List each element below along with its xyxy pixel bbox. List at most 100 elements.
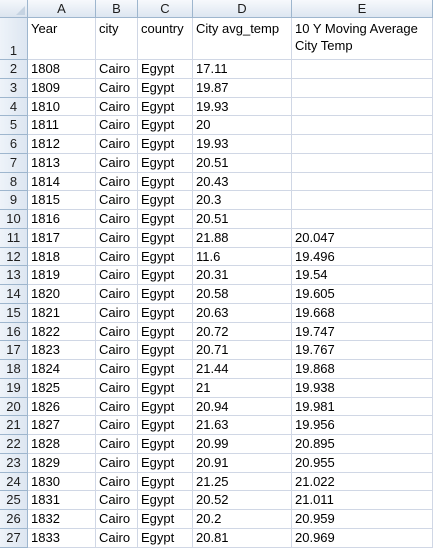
table-cell[interactable]: 1832: [28, 510, 96, 529]
table-cell[interactable]: 1811: [28, 116, 96, 135]
table-cell[interactable]: 20.99: [193, 435, 292, 454]
table-cell[interactable]: Cairo: [96, 60, 138, 79]
row-header[interactable]: 15: [0, 303, 28, 323]
table-cell[interactable]: Egypt: [138, 528, 193, 548]
table-cell[interactable]: Cairo: [96, 247, 138, 267]
table-cell[interactable]: Egypt: [138, 303, 193, 323]
table-cell[interactable]: Egypt: [138, 322, 193, 342]
table-cell[interactable]: 1812: [28, 135, 96, 154]
table-cell[interactable]: 19.938: [292, 378, 433, 398]
table-cell[interactable]: Cairo: [96, 172, 138, 192]
table-cell[interactable]: Cairo: [96, 191, 138, 210]
table-cell[interactable]: [292, 97, 433, 117]
table-cell[interactable]: Egypt: [138, 191, 193, 210]
table-cell[interactable]: 1808: [28, 60, 96, 79]
table-cell[interactable]: 1828: [28, 435, 96, 454]
row-header[interactable]: 10: [0, 210, 28, 229]
header-cell[interactable]: City avg_temp: [193, 18, 292, 60]
table-cell[interactable]: 19.956: [292, 416, 433, 435]
row-header[interactable]: 5: [0, 116, 28, 135]
table-cell[interactable]: 1818: [28, 247, 96, 267]
row-header[interactable]: 23: [0, 453, 28, 473]
table-cell[interactable]: 20.959: [292, 510, 433, 529]
table-cell[interactable]: 19.496: [292, 247, 433, 267]
column-header-e[interactable]: E: [292, 0, 433, 18]
table-cell[interactable]: 1809: [28, 78, 96, 98]
table-cell[interactable]: 1813: [28, 153, 96, 173]
select-all-button[interactable]: [0, 0, 28, 18]
table-cell[interactable]: 1822: [28, 322, 96, 342]
table-cell[interactable]: [292, 116, 433, 135]
table-cell[interactable]: Cairo: [96, 285, 138, 304]
table-cell[interactable]: [292, 210, 433, 229]
row-header[interactable]: 24: [0, 472, 28, 492]
table-cell[interactable]: 20.52: [193, 491, 292, 510]
table-cell[interactable]: Cairo: [96, 135, 138, 154]
table-cell[interactable]: Cairo: [96, 510, 138, 529]
table-cell[interactable]: 20.895: [292, 435, 433, 454]
table-cell[interactable]: [292, 153, 433, 173]
table-cell[interactable]: [292, 60, 433, 79]
table-cell[interactable]: 19.668: [292, 303, 433, 323]
table-cell[interactable]: 1814: [28, 172, 96, 192]
row-header[interactable]: 1: [0, 18, 28, 60]
table-cell[interactable]: 20.969: [292, 528, 433, 548]
table-cell[interactable]: 20.71: [193, 341, 292, 360]
table-cell[interactable]: 19.605: [292, 285, 433, 304]
row-header[interactable]: 27: [0, 528, 28, 548]
table-cell[interactable]: Egypt: [138, 153, 193, 173]
table-cell[interactable]: 20.3: [193, 191, 292, 210]
table-cell[interactable]: Egypt: [138, 78, 193, 98]
table-cell[interactable]: Egypt: [138, 135, 193, 154]
table-cell[interactable]: 19.868: [292, 360, 433, 379]
table-cell[interactable]: 1815: [28, 191, 96, 210]
table-cell[interactable]: 20.91: [193, 453, 292, 473]
table-cell[interactable]: Cairo: [96, 491, 138, 510]
table-cell[interactable]: Cairo: [96, 472, 138, 492]
table-cell[interactable]: Cairo: [96, 266, 138, 285]
row-header[interactable]: 18: [0, 360, 28, 379]
table-cell[interactable]: Cairo: [96, 453, 138, 473]
table-cell[interactable]: Cairo: [96, 322, 138, 342]
table-cell[interactable]: 19.93: [193, 135, 292, 154]
table-cell[interactable]: Egypt: [138, 435, 193, 454]
table-cell[interactable]: Egypt: [138, 397, 193, 417]
table-cell[interactable]: 19.54: [292, 266, 433, 285]
table-cell[interactable]: Egypt: [138, 60, 193, 79]
row-header[interactable]: 20: [0, 397, 28, 417]
table-cell[interactable]: [292, 172, 433, 192]
table-cell[interactable]: Egypt: [138, 491, 193, 510]
header-cell[interactable]: Year: [28, 18, 96, 60]
row-header[interactable]: 22: [0, 435, 28, 454]
row-header[interactable]: 12: [0, 247, 28, 267]
table-cell[interactable]: 19.93: [193, 97, 292, 117]
row-header[interactable]: 9: [0, 191, 28, 210]
row-header[interactable]: 16: [0, 322, 28, 342]
table-cell[interactable]: Cairo: [96, 397, 138, 417]
table-cell[interactable]: 1825: [28, 378, 96, 398]
table-cell[interactable]: Cairo: [96, 378, 138, 398]
table-cell[interactable]: 21.63: [193, 416, 292, 435]
table-cell[interactable]: 21.022: [292, 472, 433, 492]
table-cell[interactable]: 20.51: [193, 153, 292, 173]
table-cell[interactable]: 19.747: [292, 322, 433, 342]
table-cell[interactable]: 20.51: [193, 210, 292, 229]
table-cell[interactable]: 1823: [28, 341, 96, 360]
column-header-b[interactable]: B: [96, 0, 138, 18]
row-header[interactable]: 8: [0, 172, 28, 192]
table-cell[interactable]: 1831: [28, 491, 96, 510]
table-cell[interactable]: 19.981: [292, 397, 433, 417]
table-cell[interactable]: 20.2: [193, 510, 292, 529]
table-cell[interactable]: 20.955: [292, 453, 433, 473]
table-cell[interactable]: Cairo: [96, 416, 138, 435]
table-cell[interactable]: Cairo: [96, 228, 138, 248]
table-cell[interactable]: [292, 135, 433, 154]
table-cell[interactable]: 17.11: [193, 60, 292, 79]
table-cell[interactable]: Egypt: [138, 247, 193, 267]
table-cell[interactable]: [292, 78, 433, 98]
table-cell[interactable]: 1819: [28, 266, 96, 285]
table-cell[interactable]: Egypt: [138, 172, 193, 192]
table-cell[interactable]: 20.81: [193, 528, 292, 548]
table-cell[interactable]: 1824: [28, 360, 96, 379]
table-cell[interactable]: Egypt: [138, 360, 193, 379]
